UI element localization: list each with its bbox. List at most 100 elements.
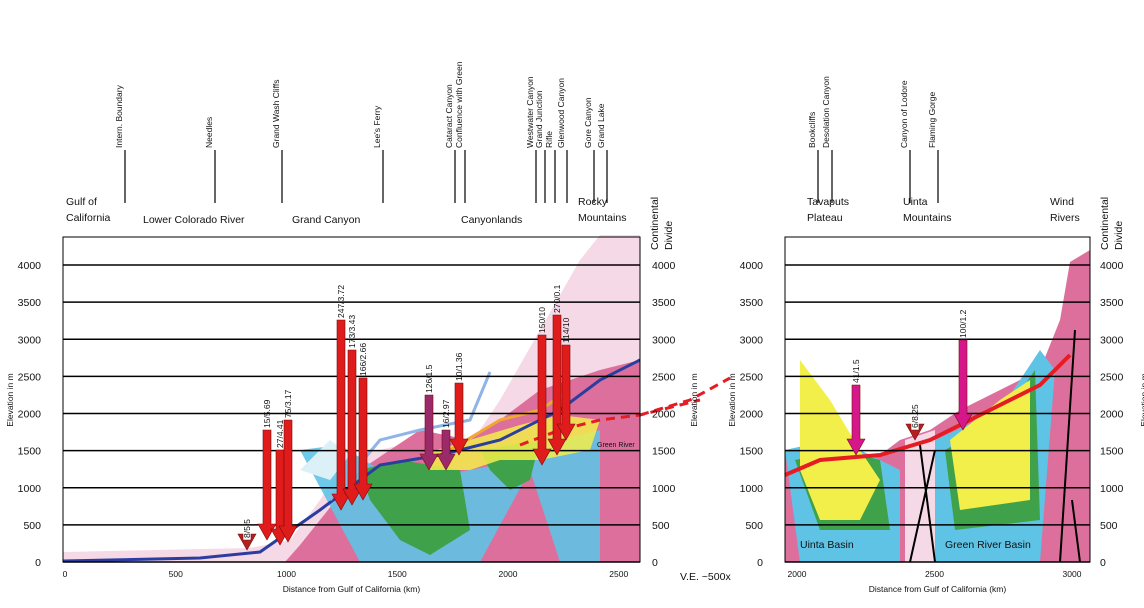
y-tick-label: 500	[745, 520, 763, 532]
arrow-label: 247/3.72	[336, 285, 346, 318]
place-name: Flaming Gorge	[927, 92, 937, 148]
y-tick-label-right: 3500	[652, 297, 676, 309]
x-tick-label: 2000	[788, 569, 807, 579]
arrow-label: 41/1.5	[851, 359, 861, 383]
y-tick-label: 2500	[18, 371, 42, 383]
y-tick-label: 3500	[18, 297, 42, 309]
y-tick-label: 3000	[18, 334, 42, 346]
region-label: California	[66, 212, 111, 224]
left-geology	[62, 235, 731, 563]
divide-label: Divide	[663, 221, 675, 250]
arrow	[556, 344, 576, 441]
region-label: Plateau	[807, 212, 843, 224]
x-tick-label: 1500	[388, 569, 407, 579]
y-axis-title-right: Elevation in m	[689, 373, 699, 426]
arrow	[905, 423, 925, 441]
arrow	[547, 314, 567, 456]
region-label: Mountains	[903, 212, 951, 224]
arrow-label: 100/1.2	[958, 309, 968, 338]
basin-label: Green River Basin	[945, 539, 1031, 551]
place-name: Intern. Boundary	[114, 84, 124, 148]
x-axis-title: Distance from Gulf of California (km)	[869, 584, 1007, 594]
arrow	[237, 533, 257, 551]
place-name: Canyon of Lodore	[899, 80, 909, 148]
x-tick-label: 2000	[499, 569, 518, 579]
place-name: Grand Wash Cliffs	[271, 80, 281, 149]
y-tick-label: 3000	[740, 334, 764, 346]
arrow-label: 6/8.25	[910, 404, 920, 428]
y-tick-label: 1500	[18, 446, 42, 458]
y-tick-label: 2500	[740, 371, 764, 383]
region-label: Tavaputs	[807, 196, 849, 208]
y-tick-label-right: 1000	[1100, 483, 1124, 495]
y-tick-label-right: 4000	[652, 260, 676, 272]
y-tick-label-right: 2500	[1100, 371, 1124, 383]
y-tick-label: 500	[23, 520, 41, 532]
region-label: Rocky	[578, 196, 608, 208]
y-tick-label-right: 2500	[652, 371, 676, 383]
y-tick-label: 0	[35, 557, 41, 569]
y-tick-label-right: 1500	[1100, 446, 1124, 458]
arrow-label: 75/3.17	[283, 389, 293, 418]
place-name: Confluence with Green	[454, 61, 464, 148]
divide-label: Continental	[1099, 197, 1111, 250]
region-label: Lower Colorado River	[143, 214, 245, 226]
arrow	[419, 394, 439, 471]
y-tick-label: 0	[757, 557, 763, 569]
divide-label: Divide	[1113, 221, 1125, 250]
y-axis-title: Elevation in m	[727, 373, 737, 426]
divide-label: Continental	[649, 197, 661, 250]
y-tick-label-right: 2000	[652, 409, 676, 421]
region-label: Grand Canyon	[292, 214, 360, 226]
arrow-label: 173/3.43	[347, 315, 357, 348]
region-label: Uinta	[903, 196, 928, 208]
region-label: Wind	[1050, 196, 1074, 208]
y-tick-label: 2000	[18, 409, 42, 421]
place-name: Desolation Canyon	[821, 76, 831, 148]
arrow	[532, 334, 552, 466]
arrow-label: 8/5.5	[242, 519, 252, 538]
arrow-label: 16/2.97	[441, 399, 451, 428]
ve-note: V.E. ~500x	[680, 571, 731, 583]
arrow-label: 114/10	[561, 317, 571, 343]
y-tick-label-right: 0	[652, 557, 658, 569]
arrow	[257, 429, 277, 541]
arrow-label: 10/1.36	[454, 352, 464, 381]
right-geology	[784, 250, 1090, 563]
y-tick-label: 3500	[740, 297, 764, 309]
arrow	[278, 419, 298, 543]
arrow-label: 27/4.41	[275, 419, 285, 448]
x-tick-label: 2500	[609, 569, 628, 579]
y-tick-label: 1000	[18, 483, 42, 495]
arrow	[846, 384, 866, 456]
region-label: Gulf of	[66, 196, 97, 208]
arrow-label: 150/10	[537, 307, 547, 333]
place-name: Glenwood Canyon	[556, 78, 566, 148]
place-name: Bookcliffs	[807, 112, 817, 148]
arrow	[449, 382, 469, 456]
x-axis-title: Distance from Gulf of California (km)	[283, 584, 421, 594]
x-tick-label: 500	[169, 569, 183, 579]
y-tick-label-right: 2000	[1100, 409, 1124, 421]
arrow-label: 270/0.1	[552, 284, 562, 313]
arrow	[342, 349, 362, 506]
y-tick-label: 1500	[740, 446, 764, 458]
place-name: Grand Junction	[534, 90, 544, 148]
y-tick-label-right: 3000	[1100, 334, 1124, 346]
region-label: Canyonlands	[461, 214, 522, 226]
place-name: Westwater Canyon	[525, 76, 535, 148]
y-tick-label-right: 4000	[1100, 260, 1124, 272]
y-tick-label: 2000	[740, 409, 764, 421]
river-label: Green River	[597, 442, 635, 449]
y-tick-label: 4000	[18, 260, 42, 272]
x-tick-label: 3000	[1063, 569, 1082, 579]
place-name: Lee's Ferry	[372, 105, 382, 148]
y-tick-label: 4000	[740, 260, 764, 272]
arrow	[353, 377, 373, 501]
y-tick-label-right: 3000	[652, 334, 676, 346]
place-name: Gore Canyon	[583, 97, 593, 148]
basin-label: Uinta Basin	[800, 539, 854, 551]
y-tick-label-right: 1500	[652, 446, 676, 458]
arrow-label: 15/5.69	[262, 399, 272, 428]
